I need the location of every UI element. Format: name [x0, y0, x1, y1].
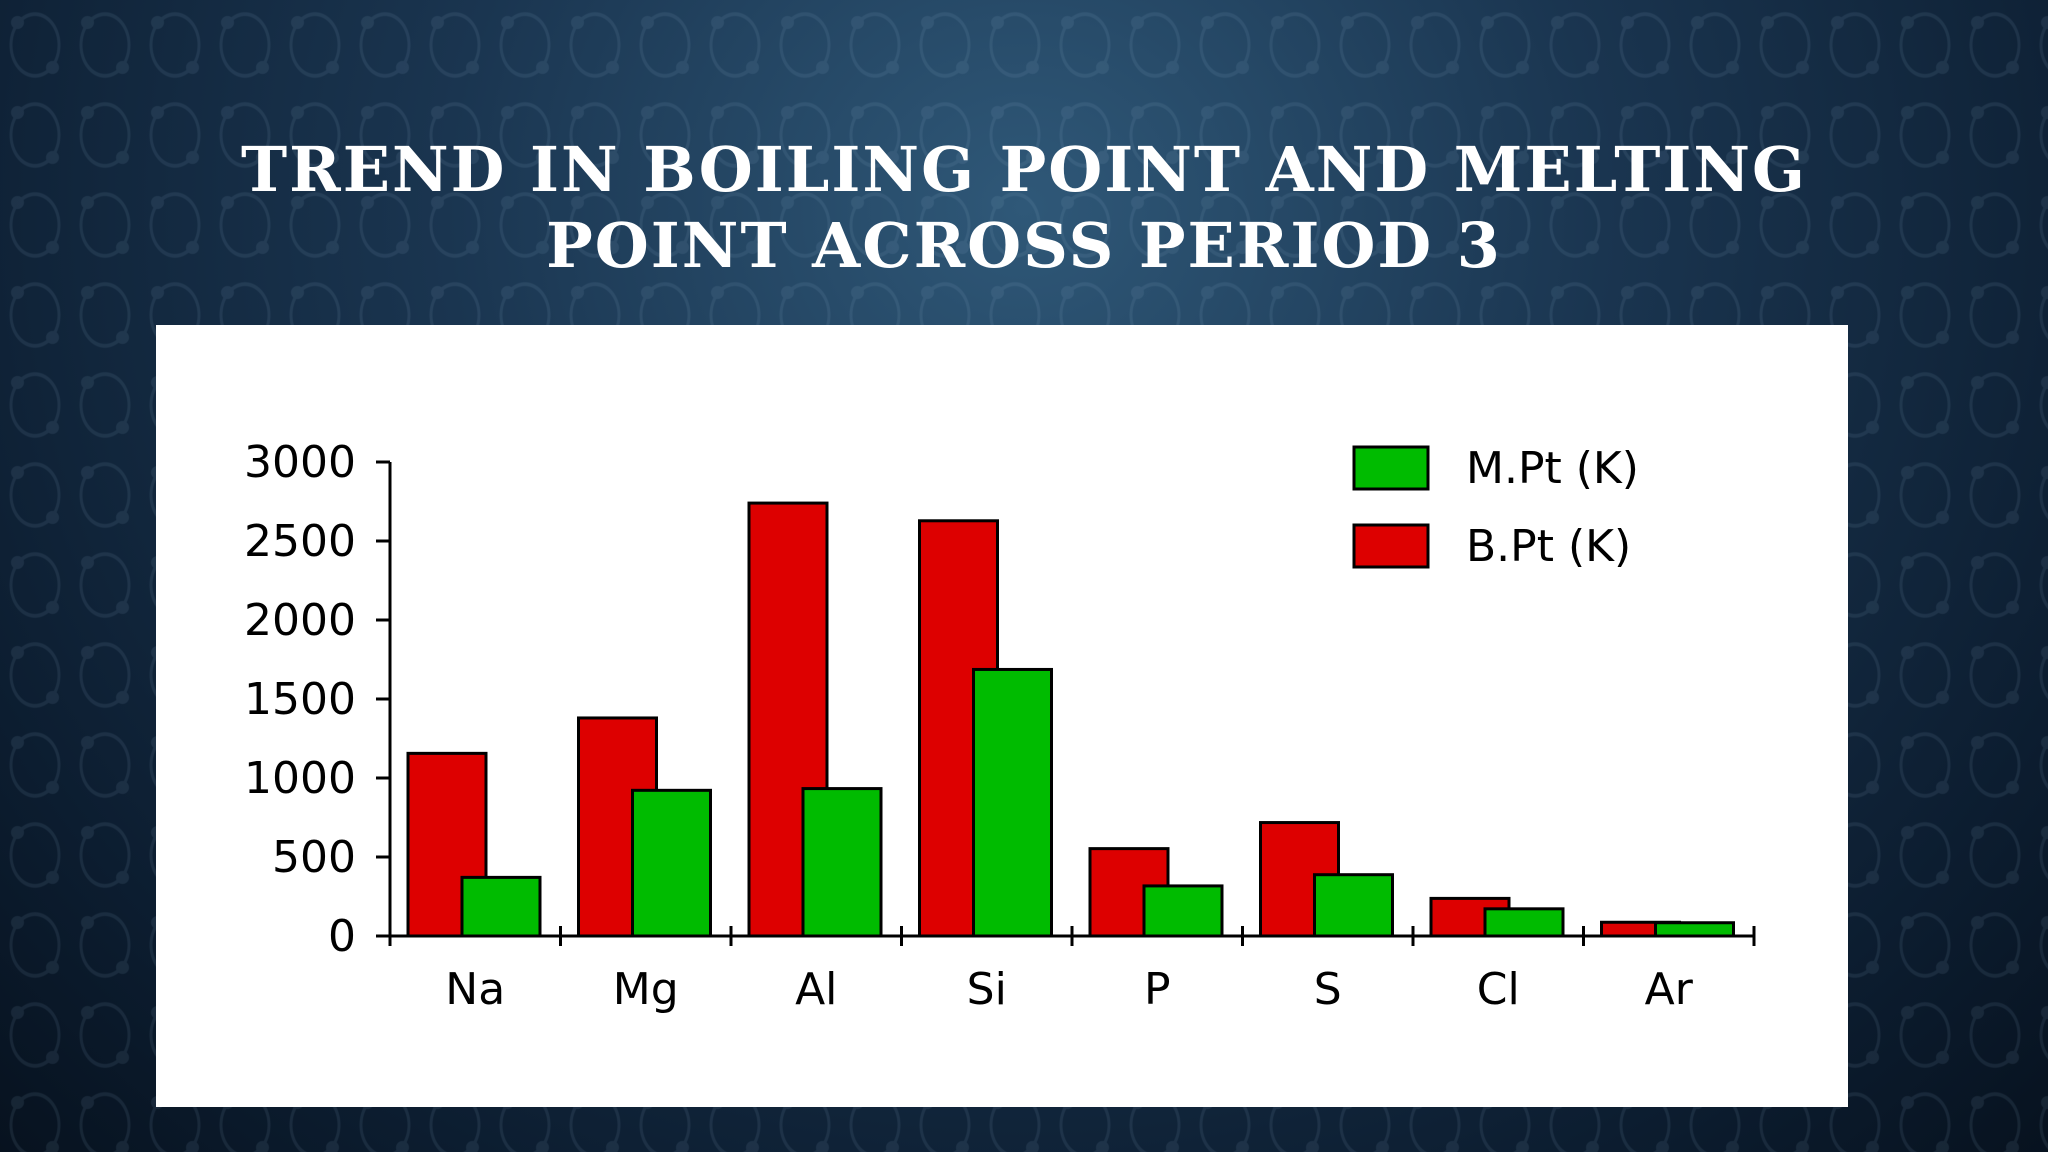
legend-swatch-bpt — [1352, 523, 1430, 569]
y-tick-label: 0 — [328, 911, 356, 962]
y-tick-label: 2500 — [244, 516, 356, 567]
slide-title: TREND IN BOILING POINT AND MELTING POINT… — [0, 132, 2048, 284]
chart-panel: 0 500 1000 1500 2000 2500 3000 Na Mg Al Si P S Cl Ar M.… — [156, 325, 1848, 1107]
y-tick-label: 2000 — [244, 595, 356, 646]
bar-mpt-na — [460, 875, 542, 938]
x-tick-label: P — [1144, 964, 1171, 1015]
x-tick-label: Na — [445, 964, 505, 1015]
legend-label-mpt: M.Pt (K) — [1466, 443, 1639, 494]
slide-title-line-1: TREND IN BOILING POINT AND MELTING — [241, 133, 1807, 206]
legend-label-bpt: B.Pt (K) — [1466, 521, 1631, 572]
bar-mpt-si — [972, 667, 1053, 938]
bar-mpt-s — [1313, 873, 1394, 938]
y-tick-label: 500 — [272, 832, 356, 883]
x-tick-label: S — [1314, 964, 1342, 1015]
y-tick-label: 1000 — [244, 753, 356, 804]
x-tick-label: Cl — [1477, 964, 1520, 1015]
bar-mpt-al — [801, 787, 883, 938]
bar-mpt-cl — [1483, 907, 1565, 938]
x-tick-label: Ar — [1645, 964, 1694, 1015]
bar-mpt-p — [1142, 884, 1224, 938]
slide-title-line-2: POINT ACROSS PERIOD 3 — [546, 209, 1502, 282]
y-tick-label: 3000 — [244, 437, 356, 488]
x-tick-label: Si — [967, 964, 1007, 1015]
x-tick-label: Al — [795, 964, 837, 1015]
y-tick-label: 1500 — [244, 674, 356, 725]
bar-mpt-mg — [631, 788, 712, 938]
x-tick-label: Mg — [613, 964, 679, 1015]
bar-mpt-ar — [1654, 921, 1735, 938]
legend-swatch-mpt — [1352, 445, 1430, 491]
bar-chart: 0 500 1000 1500 2000 2500 3000 Na Mg Al Si P S Cl Ar M.… — [244, 437, 1756, 1015]
